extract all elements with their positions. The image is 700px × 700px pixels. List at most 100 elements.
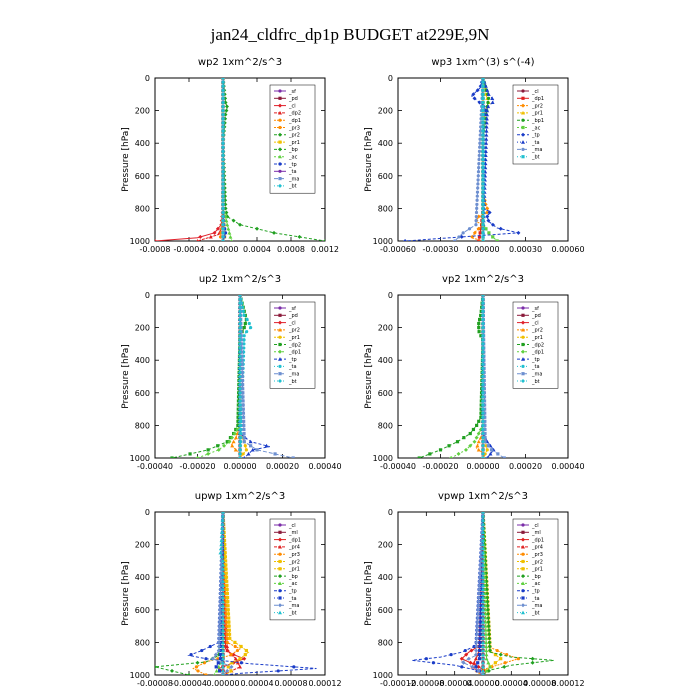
series-marker: [155, 239, 157, 241]
series-marker: [218, 603, 223, 608]
series-marker: [471, 427, 476, 432]
series-marker: [484, 227, 488, 231]
series-marker: [221, 194, 225, 199]
legend-label: _pr1: [531, 111, 543, 117]
series-marker: [481, 636, 485, 640]
series-marker: [481, 305, 485, 310]
series-marker: [485, 112, 490, 117]
series-marker: [238, 374, 242, 379]
series-marker: [219, 530, 224, 534]
series-marker: [478, 616, 483, 620]
legend-marker: [521, 379, 525, 383]
series-marker: [248, 439, 253, 444]
series-marker: [221, 120, 225, 125]
y-tick-label: 400: [135, 139, 150, 148]
series-marker: [227, 620, 231, 624]
legend-box: [269, 301, 316, 389]
series-marker: [481, 366, 485, 371]
legend-label: _pr1: [288, 335, 300, 341]
series-marker: [461, 660, 466, 665]
series-marker: [247, 321, 251, 326]
series-marker: [475, 194, 479, 198]
series-marker: [221, 226, 225, 231]
series-marker: [487, 644, 492, 649]
y-tick-label: 200: [135, 107, 150, 116]
series-marker: [477, 157, 481, 162]
series-marker: [477, 161, 481, 166]
series-marker: [238, 313, 242, 318]
series-marker: [231, 218, 236, 223]
series-marker: [481, 611, 485, 616]
series-group: [403, 78, 521, 241]
series-marker: [477, 583, 482, 588]
y-tick-label: 0: [145, 291, 150, 300]
series-marker: [481, 157, 485, 162]
series-marker: [225, 222, 230, 227]
series-marker: [233, 447, 238, 452]
series-marker: [217, 640, 221, 645]
legend-marker: [278, 357, 282, 361]
series-marker: [471, 92, 476, 97]
legend-label: _pr3: [288, 552, 300, 558]
series-marker: [221, 214, 225, 219]
series-marker: [221, 512, 225, 514]
legend-label: _ma: [288, 176, 299, 182]
series-marker: [477, 575, 482, 580]
series-marker: [218, 669, 222, 673]
series-marker: [479, 313, 483, 317]
series-marker: [476, 661, 480, 665]
series-marker: [234, 435, 239, 440]
series-marker: [238, 427, 242, 432]
legend-label: _bt: [288, 184, 297, 190]
series-marker: [240, 383, 245, 387]
legend-marker: [521, 335, 525, 339]
legend-label: _bp: [288, 147, 298, 153]
series-marker: [516, 230, 521, 235]
series-marker: [476, 182, 480, 186]
legend-marker: [521, 342, 525, 347]
series-marker: [255, 226, 259, 231]
series-marker: [453, 239, 457, 241]
series-marker: [221, 620, 225, 624]
series-marker: [478, 141, 482, 145]
series-marker: [477, 330, 481, 334]
series-marker: [481, 117, 485, 121]
series-marker: [481, 345, 485, 350]
chart-panel: upwp 1xm^2/s^3 0 200 400 600 800 1000-0.00008-…: [121, 491, 342, 688]
series-marker: [238, 341, 242, 346]
series-marker: [476, 226, 481, 231]
y-tick-label: 1000: [373, 237, 393, 246]
series-marker: [496, 452, 500, 456]
series-marker: [481, 333, 485, 338]
series-marker: [221, 218, 225, 223]
series-marker: [488, 451, 493, 456]
legend-label: _tp: [531, 357, 540, 363]
series-marker: [238, 333, 242, 338]
series-marker: [242, 440, 246, 444]
series-marker: [240, 362, 244, 366]
x-tick-label: 0.00008: [523, 679, 556, 688]
series-marker: [221, 571, 225, 575]
series-marker: [477, 579, 482, 584]
y-axis-label: Pressure [hPa]: [121, 561, 131, 626]
panel-title: vp2 1xm^2/s^3: [442, 274, 524, 285]
series-marker: [481, 575, 485, 579]
series-marker: [478, 137, 482, 141]
series-marker: [221, 149, 225, 154]
series-marker: [226, 226, 231, 231]
series-marker: [221, 644, 225, 649]
series-marker: [473, 652, 478, 657]
series-marker: [481, 411, 485, 416]
legend-marker: [521, 581, 525, 585]
series-marker: [481, 210, 485, 215]
series-marker: [481, 362, 485, 367]
legend-label: _ta: [531, 596, 540, 602]
x-tick-label: 0.00000: [466, 462, 499, 471]
series-marker: [189, 653, 193, 657]
legend-label: _ma: [531, 603, 542, 609]
series-marker: [481, 295, 485, 297]
series-marker: [221, 141, 225, 146]
series-marker: [155, 664, 157, 669]
y-tick-label: 0: [388, 74, 393, 83]
